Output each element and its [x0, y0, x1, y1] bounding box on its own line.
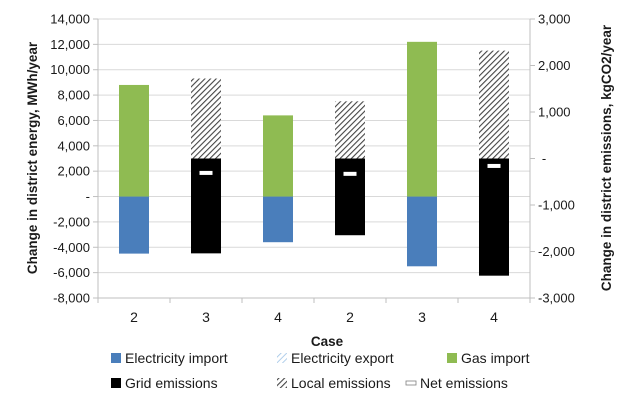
local-emissions-bar — [479, 50, 509, 159]
y-axis-left-title: Change in district energy, MWh/year — [25, 41, 40, 274]
gas-import-bar — [263, 115, 293, 197]
legend-swatch-gas-import — [447, 353, 457, 363]
y-right-tick-label: 1,000 — [538, 105, 571, 120]
y-left-tick-label: 8,000 — [57, 88, 90, 103]
legend-swatch-electricity-export — [277, 353, 287, 363]
y-left-tick-label: - — [86, 189, 90, 204]
y-left-tick-label: 4,000 — [57, 138, 90, 153]
y-right-tick-label: -2,000 — [538, 244, 575, 259]
legend-label-gas-import: Gas import — [461, 350, 530, 366]
net-emissions-marker — [487, 163, 501, 168]
legend-label-grid-emissions: Grid emissions — [125, 375, 218, 391]
legend-swatch-electricity-import — [111, 353, 121, 363]
net-emissions-marker — [343, 171, 357, 176]
electricity-import-bar — [263, 196, 293, 243]
net-emissions-marker — [199, 170, 213, 175]
x-tick-label: 3 — [418, 309, 426, 325]
legend-swatch-grid-emissions — [111, 378, 121, 388]
grid-emissions-bar — [479, 158, 509, 276]
grid-emissions-bar — [335, 158, 365, 236]
x-axis-title: Case — [311, 334, 344, 349]
legend-label-local-emissions: Local emissions — [291, 375, 391, 391]
x-tick-label: 4 — [274, 309, 282, 325]
local-emissions-bar — [335, 101, 365, 159]
y-left-tick-label: -8,000 — [53, 291, 90, 306]
bars — [119, 41, 509, 276]
y-left-tick-label: 2,000 — [57, 164, 90, 179]
y-right-tick-label: -1,000 — [538, 198, 575, 213]
electricity-import-bar — [119, 196, 149, 254]
x-tick-label: 4 — [490, 309, 498, 325]
legend-label-net-emissions: Net emissions — [420, 375, 508, 391]
x-tick-label: 2 — [346, 309, 354, 325]
y-left-tick-label: -6,000 — [53, 265, 90, 280]
y-left-tick-label: 12,000 — [50, 37, 90, 52]
y-axis-right-title: Change in district emissions, kgCO2/year — [599, 24, 614, 291]
legend: Electricity import Electricity export Gas … — [111, 350, 530, 391]
y-left-tick-label: 6,000 — [57, 113, 90, 128]
y-right-tick-label: -3,000 — [538, 291, 575, 306]
axes: -8,000-6,000-4,000-2,000-2,0004,0006,000… — [50, 12, 575, 326]
legend-swatch-net-emissions — [405, 380, 417, 386]
y-right-tick-label: 2,000 — [538, 58, 571, 73]
x-tick-label: 2 — [130, 309, 138, 325]
x-tick-label: 3 — [202, 309, 210, 325]
gridlines — [98, 18, 530, 299]
legend-swatch-local-emissions — [277, 378, 287, 388]
gas-import-bar — [407, 41, 437, 197]
legend-label-electricity-import: Electricity import — [125, 350, 228, 366]
gas-import-bar — [119, 84, 149, 197]
y-right-tick-label: - — [542, 151, 546, 166]
y-right-tick-label: 3,000 — [538, 12, 571, 27]
local-emissions-bar — [191, 78, 221, 159]
y-left-tick-label: -4,000 — [53, 240, 90, 255]
legend-label-electricity-export: Electricity export — [291, 350, 394, 366]
y-left-tick-label: 14,000 — [50, 12, 90, 27]
electricity-import-bar — [407, 196, 437, 267]
y-left-tick-label: -2,000 — [53, 214, 90, 229]
y-left-tick-label: 10,000 — [50, 62, 90, 77]
